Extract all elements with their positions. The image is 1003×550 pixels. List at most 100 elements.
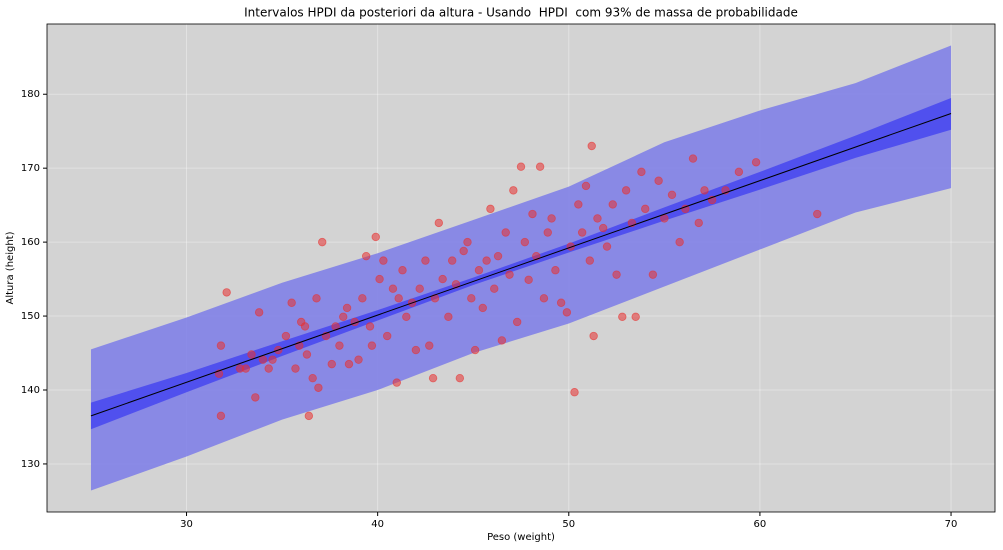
data-point (486, 204, 495, 214)
chart-title: Intervalos HPDI da posteriori da altura … (244, 6, 798, 20)
data-point (660, 214, 669, 223)
data-point (428, 373, 438, 383)
data-point (251, 393, 260, 402)
data-point (367, 341, 377, 350)
data-point (444, 312, 453, 321)
data-point (675, 237, 684, 247)
data-point (264, 364, 273, 373)
x-tick-label: 30 (180, 519, 193, 530)
y-tick-label: 180 (21, 89, 40, 100)
data-point (551, 266, 560, 275)
x-tick-label: 70 (945, 519, 958, 530)
data-point (641, 204, 650, 214)
data-point (268, 355, 277, 364)
data-point (734, 167, 744, 177)
data-point (318, 237, 327, 247)
data-point (501, 228, 510, 237)
data-point (566, 242, 575, 251)
data-point (365, 322, 375, 331)
data-point (421, 256, 430, 265)
data-point (216, 341, 226, 350)
data-point (497, 336, 507, 345)
data-point (358, 294, 367, 303)
data-point (455, 373, 465, 383)
data-point (493, 251, 503, 261)
data-point (361, 251, 371, 261)
data-point (398, 266, 407, 275)
data-point (593, 214, 602, 223)
x-tick-label: 60 (754, 519, 767, 530)
data-point (509, 186, 518, 195)
data-point (308, 373, 317, 383)
data-point (379, 256, 388, 265)
data-point (438, 274, 447, 284)
data-point (589, 331, 598, 341)
data-point (751, 158, 761, 167)
data-point (411, 345, 421, 355)
data-point (254, 308, 264, 317)
y-tick-label: 150 (21, 311, 40, 322)
data-point (314, 383, 323, 392)
data-point (335, 341, 344, 350)
data-point (371, 232, 380, 242)
data-point (585, 256, 595, 265)
data-point (688, 154, 698, 163)
data-point (577, 228, 587, 237)
data-point (425, 341, 434, 350)
y-axis-label: Altura (height) (5, 231, 16, 304)
data-point (621, 186, 631, 195)
data-point (415, 284, 424, 293)
x-tick-label: 40 (371, 519, 384, 530)
data-point (490, 284, 499, 293)
data-point (512, 317, 522, 327)
data-point (447, 256, 457, 265)
data-point (516, 162, 526, 171)
data-point (216, 411, 226, 421)
data-point (354, 355, 363, 364)
data-point (258, 355, 268, 364)
data-point (402, 312, 411, 321)
data-point (388, 284, 398, 293)
data-point (459, 246, 468, 256)
y-tick-label: 160 (21, 237, 40, 248)
data-point (287, 298, 296, 307)
data-point (505, 270, 514, 279)
x-tick-label: 50 (562, 519, 575, 530)
data-point (631, 312, 640, 321)
data-point (602, 242, 612, 251)
mean-line (90, 112, 952, 417)
data-point (482, 256, 491, 265)
data-point (394, 294, 403, 303)
data-point (478, 303, 487, 313)
y-tick-label: 140 (21, 385, 40, 396)
y-tick-label: 130 (21, 459, 40, 470)
data-point (598, 223, 608, 233)
data-point (344, 359, 354, 369)
data-point (304, 411, 314, 421)
data-point (587, 141, 596, 151)
data-point (463, 237, 472, 247)
data-point (556, 298, 566, 307)
data-point (681, 204, 690, 214)
data-point (562, 308, 572, 317)
data-point (520, 237, 530, 247)
data-point (667, 190, 677, 199)
data-point (608, 200, 617, 209)
data-point (281, 331, 291, 341)
data-point (574, 200, 583, 209)
data-point (524, 275, 533, 285)
data-point (539, 294, 549, 303)
data-point (535, 162, 545, 171)
data-point (547, 214, 556, 223)
data-point (813, 209, 822, 219)
data-point (694, 218, 703, 228)
x-axis-label: Peso (weight) (487, 532, 555, 543)
data-point (300, 322, 310, 331)
data-point (342, 303, 352, 313)
plot-frame (46, 23, 996, 513)
data-point (648, 270, 658, 279)
data-point (291, 364, 300, 373)
data-point (434, 218, 444, 228)
data-point (392, 378, 401, 387)
data-point (302, 350, 312, 359)
